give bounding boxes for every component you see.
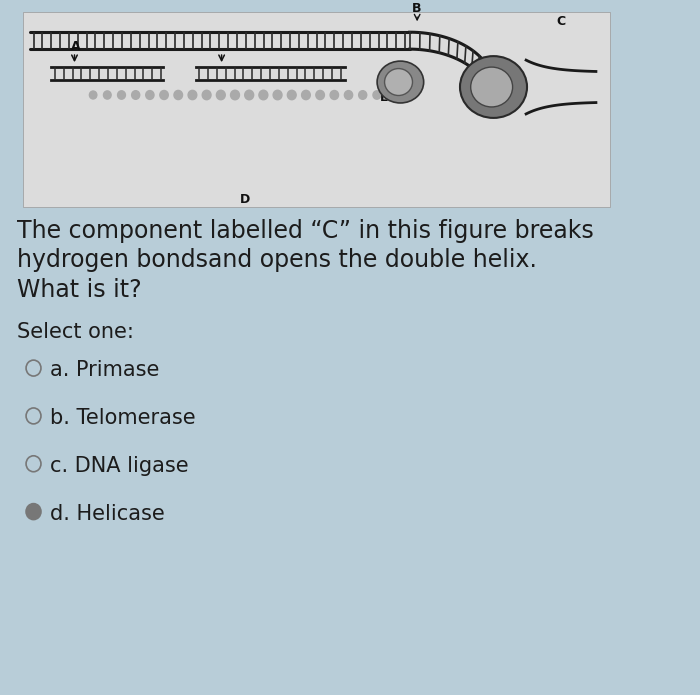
Circle shape (288, 90, 296, 99)
Circle shape (132, 90, 140, 99)
Text: c. DNA ligase: c. DNA ligase (50, 456, 189, 476)
Circle shape (216, 90, 225, 100)
Ellipse shape (460, 56, 527, 118)
Circle shape (174, 90, 183, 99)
Ellipse shape (384, 69, 412, 95)
Circle shape (160, 90, 168, 99)
Circle shape (330, 90, 339, 99)
Ellipse shape (377, 61, 424, 103)
Text: C: C (556, 15, 566, 28)
Circle shape (104, 91, 111, 99)
Text: B: B (412, 2, 421, 15)
Circle shape (188, 90, 197, 99)
Text: hydrogen bonds​and opens the double helix.: hydrogen bonds​and opens the double heli… (17, 249, 537, 272)
Circle shape (373, 91, 381, 99)
Text: E: E (380, 91, 389, 104)
Circle shape (90, 91, 97, 99)
Text: What is it?: What is it? (17, 279, 141, 302)
Circle shape (358, 90, 367, 99)
Circle shape (387, 91, 395, 99)
Circle shape (118, 91, 125, 99)
Circle shape (344, 90, 353, 99)
Circle shape (302, 90, 310, 99)
Text: b. Telomerase: b. Telomerase (50, 408, 196, 428)
Text: A: A (71, 40, 80, 53)
Text: d. Helicase: d. Helicase (50, 504, 165, 523)
Text: Select one:: Select one: (17, 322, 134, 342)
Circle shape (202, 90, 211, 99)
Circle shape (316, 90, 324, 99)
Ellipse shape (470, 67, 512, 107)
Text: The component labelled “C” in this figure breaks: The component labelled “C” in this figur… (17, 219, 594, 243)
Circle shape (26, 504, 41, 520)
Circle shape (245, 90, 253, 100)
Circle shape (273, 90, 282, 100)
Circle shape (259, 90, 268, 100)
Text: a. Primase: a. Primase (50, 360, 160, 380)
Circle shape (146, 90, 154, 99)
FancyBboxPatch shape (23, 13, 610, 206)
Circle shape (230, 90, 239, 100)
Text: D: D (240, 193, 251, 206)
